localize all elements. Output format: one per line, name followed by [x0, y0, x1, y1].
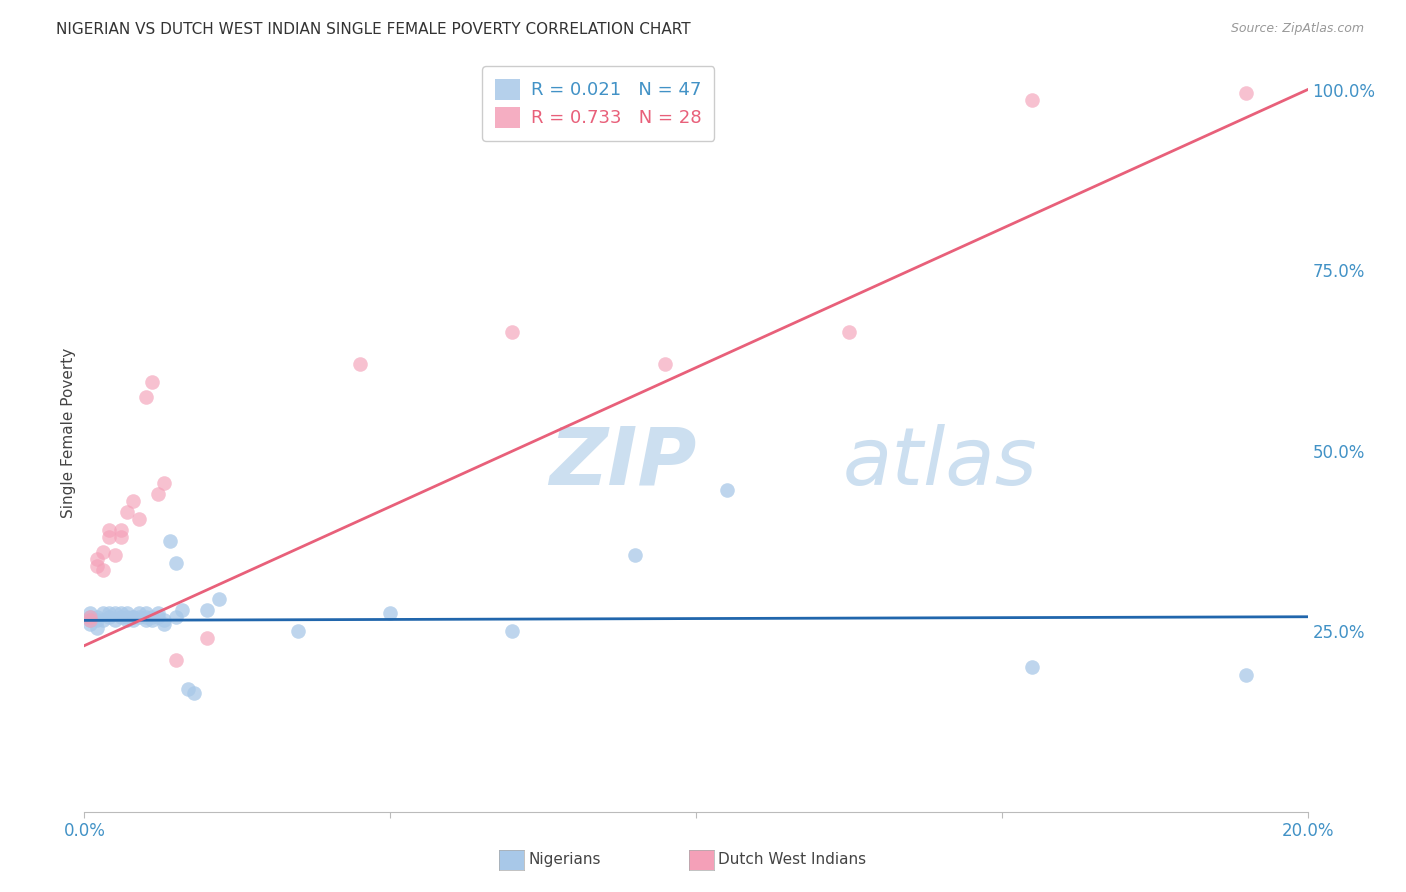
Point	[502, 624, 524, 639]
Point	[624, 115, 647, 129]
Point	[172, 602, 194, 616]
Point	[654, 357, 676, 371]
Point	[141, 609, 163, 624]
Point	[349, 357, 371, 371]
Point	[195, 602, 218, 616]
Point	[97, 606, 120, 620]
Point	[1021, 660, 1043, 674]
Point	[153, 617, 176, 632]
Point	[79, 606, 101, 620]
Point	[159, 533, 181, 548]
Point	[135, 390, 157, 404]
Point	[97, 530, 120, 544]
Point	[1236, 87, 1258, 101]
Point	[165, 653, 187, 667]
Point	[593, 94, 616, 108]
Point	[502, 325, 524, 339]
Point	[128, 609, 150, 624]
Point	[135, 613, 157, 627]
Point	[141, 375, 163, 389]
Point	[91, 606, 114, 620]
Point	[115, 606, 138, 620]
Point	[165, 609, 187, 624]
Point	[135, 606, 157, 620]
Point	[115, 505, 138, 519]
Point	[146, 487, 169, 501]
Point	[91, 545, 114, 559]
Point	[380, 606, 402, 620]
Point	[141, 613, 163, 627]
Point	[79, 609, 101, 624]
Text: Source: ZipAtlas.com: Source: ZipAtlas.com	[1230, 22, 1364, 36]
Point	[208, 591, 231, 606]
Point	[115, 613, 138, 627]
Point	[838, 325, 860, 339]
Point	[122, 613, 145, 627]
Point	[104, 613, 127, 627]
Point	[135, 609, 157, 624]
Point	[104, 606, 127, 620]
Point	[86, 559, 108, 574]
Point	[165, 556, 187, 570]
Point	[110, 609, 132, 624]
Point	[91, 613, 114, 627]
Point	[91, 563, 114, 577]
Point	[79, 609, 101, 624]
Point	[110, 523, 132, 537]
Point	[287, 624, 309, 639]
Text: Nigerians: Nigerians	[529, 853, 602, 867]
Point	[79, 613, 101, 627]
Point	[97, 523, 120, 537]
Text: Dutch West Indians: Dutch West Indians	[718, 853, 866, 867]
Point	[79, 617, 101, 632]
Y-axis label: Single Female Poverty: Single Female Poverty	[60, 348, 76, 517]
Point	[624, 549, 647, 563]
Point	[128, 512, 150, 526]
Point	[153, 476, 176, 491]
Point	[79, 613, 101, 627]
Point	[716, 483, 738, 498]
Point	[104, 549, 127, 563]
Point	[122, 494, 145, 508]
Point	[122, 609, 145, 624]
Point	[86, 552, 108, 566]
Legend: R = 0.021   N = 47, R = 0.733   N = 28: R = 0.021 N = 47, R = 0.733 N = 28	[482, 66, 714, 141]
Text: atlas: atlas	[842, 424, 1038, 502]
Point	[97, 609, 120, 624]
Point	[183, 685, 205, 699]
Point	[86, 613, 108, 627]
Point	[86, 621, 108, 635]
Text: NIGERIAN VS DUTCH WEST INDIAN SINGLE FEMALE POVERTY CORRELATION CHART: NIGERIAN VS DUTCH WEST INDIAN SINGLE FEM…	[56, 22, 690, 37]
Point	[1021, 94, 1043, 108]
Point	[146, 609, 169, 624]
Point	[177, 681, 200, 696]
Point	[110, 606, 132, 620]
Point	[115, 609, 138, 624]
Point	[122, 609, 145, 624]
Point	[128, 606, 150, 620]
Point	[1236, 667, 1258, 681]
Point	[110, 530, 132, 544]
Point	[195, 632, 218, 646]
Text: ZIP: ZIP	[550, 424, 696, 502]
Point	[86, 609, 108, 624]
Point	[146, 606, 169, 620]
Point	[153, 613, 176, 627]
